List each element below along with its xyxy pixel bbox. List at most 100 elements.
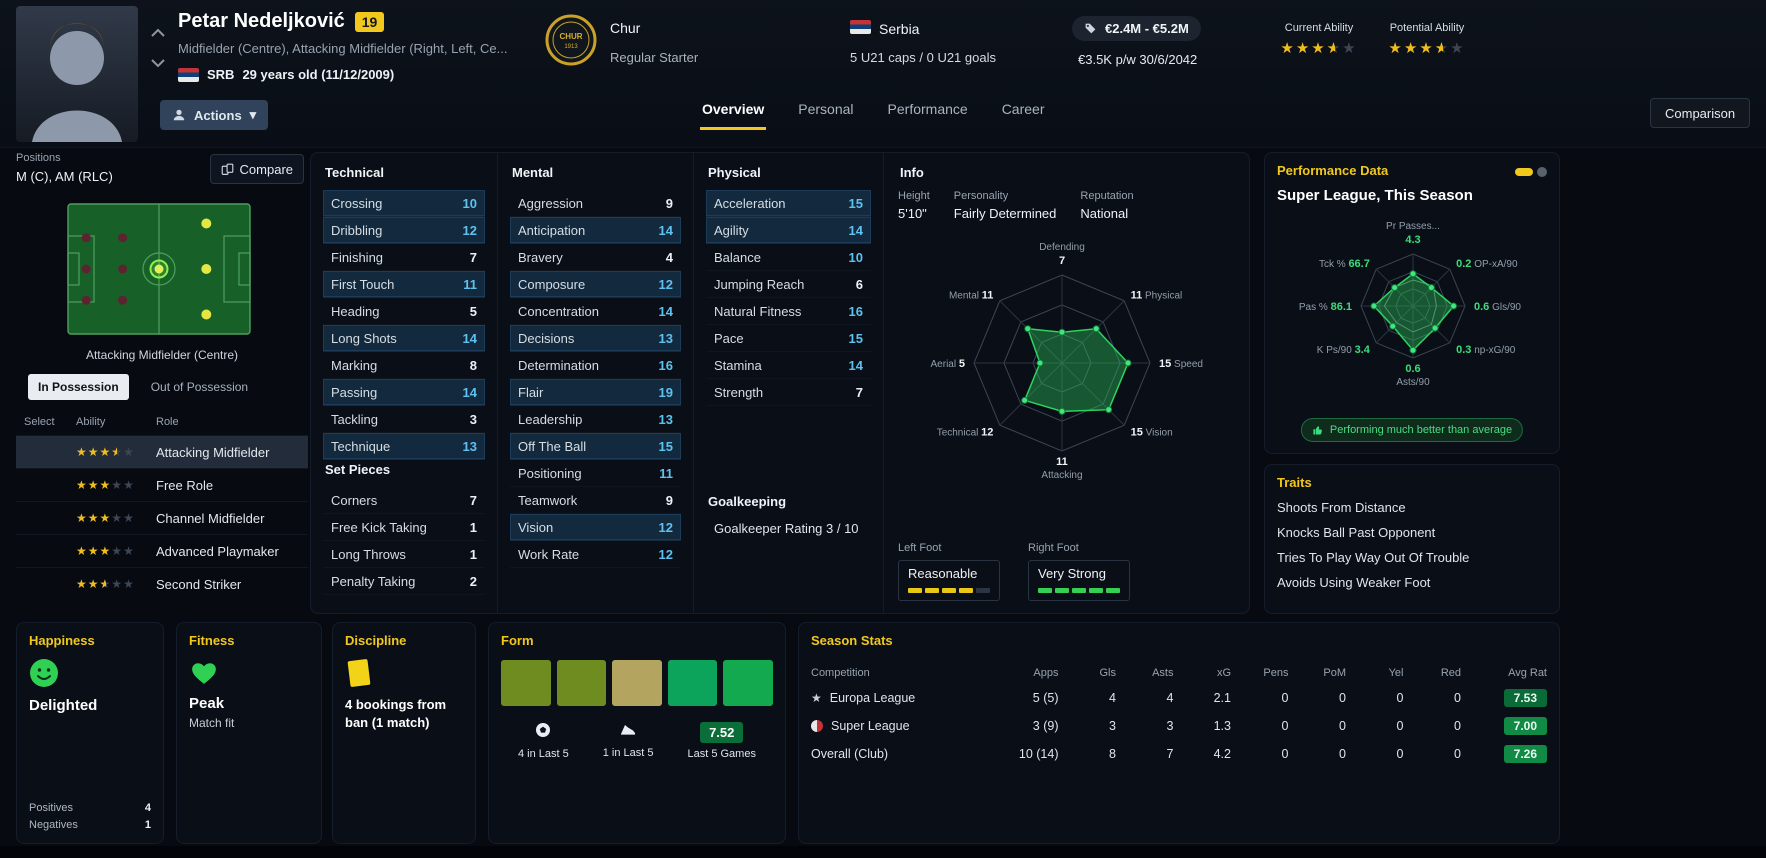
- tag-icon: [1085, 23, 1096, 34]
- attribute-row-off-the-ball: Off The Ball 15: [510, 433, 681, 460]
- stats-header-apps[interactable]: Apps: [1033, 667, 1059, 679]
- attribute-value: 8: [469, 357, 477, 373]
- performance-radar-chart: Pr Passes... 4.3 0.2 OP-xA/90 0.6 Gls/90 0.3…: [1299, 221, 1522, 388]
- tab-career[interactable]: Career: [1000, 90, 1047, 130]
- stats-header-yel[interactable]: Yel: [1388, 667, 1404, 679]
- performance-toggle[interactable]: [1515, 167, 1547, 177]
- tab-performance[interactable]: Performance: [886, 90, 970, 130]
- form-match-square-3[interactable]: [612, 660, 662, 706]
- stats-header-competition[interactable]: Competition: [811, 667, 870, 679]
- negatives-row: Negatives 1: [29, 819, 151, 831]
- role-row-channel-midfielder[interactable]: ★★★★★ Channel Midfielder: [16, 501, 308, 534]
- chevron-down-icon: ▾: [249, 107, 257, 122]
- technical-list: Crossing 10 Dribbling 12 Finishing 7 First Tou…: [323, 190, 485, 460]
- attribute-value: 7: [469, 249, 477, 265]
- attribute-row-long-shots: Long Shots 14: [323, 325, 485, 352]
- positions-label: Positions: [16, 152, 61, 164]
- role-row-attacking-midfielder[interactable]: ★★★★★★Attacking Midfielder: [16, 435, 308, 468]
- stats-row-competition[interactable]: ★ Europa League: [811, 691, 916, 705]
- role-row-advanced-playmaker[interactable]: ★★★★★ Advanced Playmaker: [16, 534, 308, 567]
- possession-tab-in-possession[interactable]: In Possession: [28, 374, 129, 400]
- stats-header-xg[interactable]: xG: [1216, 667, 1231, 679]
- stats-value: 4: [1109, 691, 1116, 705]
- attribute-value: 1: [469, 519, 477, 535]
- stats-header-gls[interactable]: Gls: [1099, 667, 1117, 679]
- trait-tries-to-play-way-out-of-trouble: Tries To Play Way Out Of Trouble: [1277, 550, 1470, 565]
- stats-value: 0: [1396, 691, 1404, 705]
- compare-button[interactable]: Compare: [209, 154, 304, 184]
- star-icon: ★: [1295, 40, 1312, 57]
- attribute-name: Natural Fitness: [714, 303, 802, 319]
- comparison-button[interactable]: Comparison: [1650, 98, 1751, 128]
- previous-player-button[interactable]: [147, 24, 169, 42]
- role-stars: ★★★★★: [76, 511, 156, 525]
- stats-row-competition[interactable]: Overall (Club): [811, 747, 889, 761]
- attribute-row-teamwork: Teamwork 9: [510, 487, 681, 514]
- stats-header-pom[interactable]: PoM: [1323, 667, 1346, 679]
- performance-data-panel: Performance Data Super League, This Seas…: [1264, 152, 1560, 454]
- assists-last5: 1 in Last 5: [603, 722, 654, 759]
- playable-position-dot[interactable]: [201, 264, 212, 274]
- attribute-value: 13: [462, 438, 477, 454]
- stats-header-red[interactable]: Red: [1440, 667, 1461, 679]
- role-table-header: Select Ability Role: [16, 412, 308, 435]
- star-icon: ★: [76, 577, 88, 591]
- height-field: Height 5'10": [898, 190, 930, 221]
- attribute-name: Vision: [518, 519, 554, 535]
- goals-last5: 4 in Last 5: [518, 722, 569, 760]
- attribute-value: 1: [469, 546, 477, 562]
- club-name[interactable]: Chur: [610, 20, 641, 36]
- personality-field: Personality Fairly Determined: [953, 190, 1057, 221]
- foot-strength-bar: [1055, 588, 1069, 593]
- stats-value: 4: [1166, 691, 1174, 705]
- possession-tab-out-of-possession[interactable]: Out of Possession: [141, 374, 258, 400]
- wage-and-contract: €3.5K p/w 30/6/2042: [1078, 52, 1198, 67]
- last5-rating: 7.52 Last 5 Games: [687, 722, 756, 760]
- svg-text:15 Speed: 15 Speed: [1159, 358, 1203, 370]
- stats-header-asts[interactable]: Asts: [1152, 667, 1174, 679]
- other-position-dot[interactable]: [81, 233, 91, 243]
- role-row-second-striker[interactable]: ★★★★★★Second Striker: [16, 567, 308, 600]
- actions-button[interactable]: Actions ▾: [160, 100, 269, 130]
- performance-subtitle: Super League, This Season: [1277, 187, 1473, 204]
- star-icon: ★: [1280, 40, 1296, 57]
- playable-position-dot[interactable]: [201, 218, 212, 229]
- discipline-title: Discipline: [345, 633, 407, 648]
- club-crest-icon: CHUR 1913: [545, 14, 597, 66]
- other-position-dot[interactable]: [81, 264, 91, 274]
- next-player-button[interactable]: [147, 54, 169, 72]
- form-match-square-1[interactable]: [501, 660, 551, 706]
- svg-text:Technical 12: Technical 12: [937, 427, 994, 439]
- form-match-square-4[interactable]: [667, 660, 718, 706]
- star-icon: ★: [1388, 40, 1404, 57]
- svg-text:Asts/90: Asts/90: [1396, 377, 1430, 388]
- attribute-row-dribbling: Dribbling 12: [323, 217, 485, 244]
- season-stats-panel: Season Stats Competition Apps Gls Asts xG Pen…: [798, 622, 1560, 844]
- performance-data-title: Performance Data: [1277, 163, 1389, 178]
- stats-value: 0: [1281, 691, 1289, 705]
- role-name: Free Role: [156, 477, 214, 493]
- position-pitch[interactable]: [64, 200, 254, 343]
- attribute-name: Off The Ball: [518, 438, 587, 454]
- form-match-square-2[interactable]: [556, 660, 607, 706]
- nation-name[interactable]: Serbia: [879, 21, 920, 37]
- attribute-name: Finishing: [331, 249, 384, 265]
- attribute-row-acceleration: Acceleration 15: [706, 190, 871, 217]
- stats-header-pens[interactable]: Pens: [1263, 667, 1289, 679]
- other-position-dot[interactable]: [118, 233, 128, 243]
- playable-position-dot[interactable]: [201, 309, 212, 320]
- stats-header-avg-rat[interactable]: Avg Rat: [1508, 667, 1547, 679]
- attribute-value: 12: [658, 519, 673, 535]
- role-stars: ★★★★★★: [76, 577, 156, 591]
- role-row-free-role[interactable]: ★★★★★ Free Role: [16, 468, 308, 501]
- tab-overview[interactable]: Overview: [700, 90, 767, 130]
- happiness-title: Happiness: [29, 633, 95, 648]
- form-match-square-5[interactable]: [723, 660, 773, 706]
- attribute-row-leadership: Leadership 13: [510, 406, 681, 433]
- other-position-dot[interactable]: [118, 264, 128, 274]
- other-position-dot[interactable]: [118, 295, 128, 305]
- season-stats-title: Season Stats: [811, 633, 893, 648]
- stats-row-competition[interactable]: Super League: [811, 714, 1001, 738]
- other-position-dot[interactable]: [81, 295, 91, 305]
- tab-personal[interactable]: Personal: [796, 90, 855, 130]
